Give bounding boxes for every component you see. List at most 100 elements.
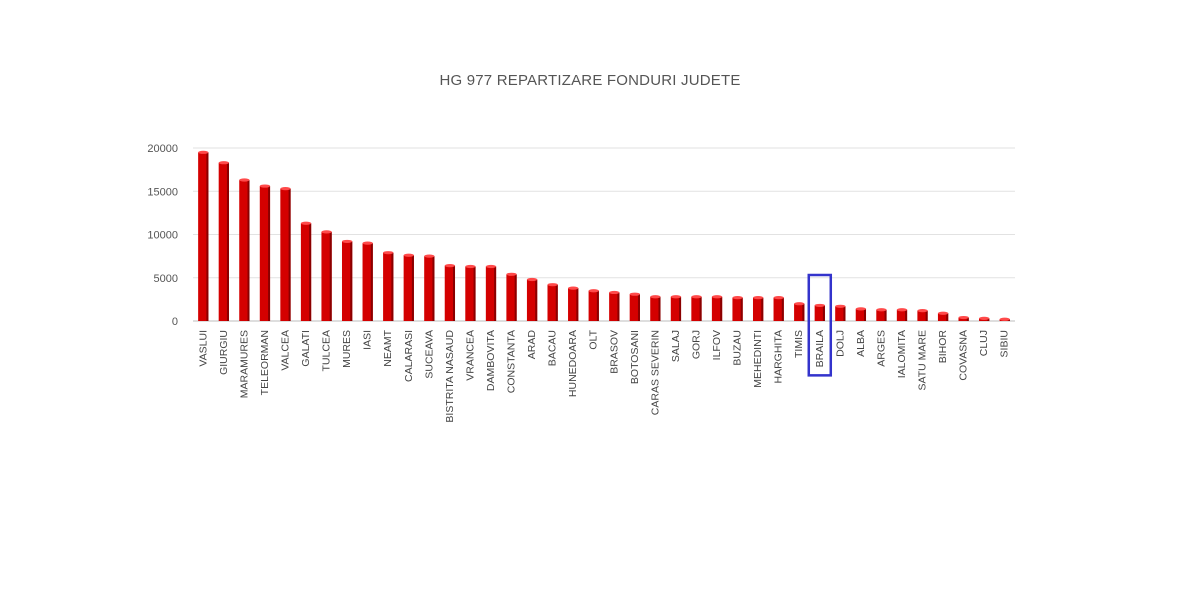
- bar-top: [259, 184, 271, 188]
- bar-shade: [432, 256, 435, 321]
- x-tick-label: SATU MARE: [917, 330, 929, 390]
- bar-top: [424, 254, 435, 258]
- bar-shade: [864, 308, 867, 321]
- x-tick-label: SALAJ: [670, 330, 682, 362]
- bar: [485, 266, 497, 321]
- y-tick-label: 15000: [147, 186, 178, 198]
- bar-top: [444, 264, 456, 268]
- bar-top: [629, 292, 640, 296]
- bar-top: [773, 296, 784, 300]
- bar-shade: [987, 318, 990, 321]
- bar-shade: [761, 297, 764, 321]
- bar: [794, 303, 805, 321]
- x-tick-label: IALOMITA: [896, 330, 908, 378]
- bar-shade: [822, 305, 825, 321]
- bar-top: [588, 289, 599, 293]
- bar-shade: [206, 152, 209, 321]
- x-tick-label: SIBIU: [999, 330, 1011, 357]
- bar-top: [341, 239, 353, 244]
- bar-shade: [370, 243, 373, 321]
- bar: [876, 309, 887, 321]
- bar: [362, 243, 373, 321]
- x-tick-label: DOLJ: [834, 330, 846, 357]
- bar: [526, 279, 538, 321]
- bar: [629, 294, 640, 321]
- x-tick-label: ALBA: [855, 330, 867, 357]
- x-tick-label: GALATI: [300, 330, 312, 367]
- bar-top: [506, 272, 517, 276]
- bar: [917, 310, 928, 321]
- bar-top: [403, 253, 414, 257]
- bar-shade: [391, 252, 394, 321]
- bar: [239, 180, 250, 321]
- bar-shade: [802, 303, 805, 321]
- y-tick-label: 5000: [154, 273, 178, 285]
- bar: [321, 231, 332, 321]
- bar: [259, 186, 271, 321]
- bar-top: [321, 230, 332, 234]
- bar: [547, 284, 558, 321]
- x-tick-label: BRASOV: [608, 330, 620, 374]
- bar-top: [814, 303, 825, 308]
- bar: [958, 317, 969, 321]
- bar-top: [958, 315, 969, 320]
- x-tick-label: MARAMURES: [238, 330, 250, 398]
- x-tick-label: BACAU: [547, 330, 559, 366]
- highlight-layer: [807, 273, 833, 377]
- bar-top: [465, 264, 476, 269]
- bar-top: [362, 241, 373, 245]
- bar-top: [794, 302, 805, 306]
- x-tick-label: GORJ: [690, 330, 702, 359]
- bar: [383, 252, 394, 321]
- bar: [403, 255, 414, 321]
- bar-top: [999, 317, 1010, 321]
- bar: [650, 296, 661, 321]
- bar-top: [876, 308, 887, 312]
- x-tick-label: SUCEAVA: [423, 330, 435, 379]
- bar-shade: [555, 284, 558, 321]
- bar-shade: [637, 294, 640, 321]
- x-tick-label: HARGHITA: [773, 330, 785, 383]
- bar-shade: [226, 162, 229, 321]
- y-tick-label: 0: [172, 316, 178, 328]
- bar: [506, 274, 517, 321]
- bar-top: [239, 178, 250, 182]
- bar: [218, 162, 229, 321]
- bar: [670, 296, 682, 321]
- bar-shade: [658, 296, 661, 321]
- bar-top: [547, 283, 558, 287]
- bar-top: [650, 295, 661, 299]
- x-tick-label: MURES: [341, 330, 353, 368]
- x-tick-label: BOTOSANI: [629, 330, 641, 384]
- x-tick-label: ARAD: [526, 330, 538, 360]
- bar-top: [711, 295, 723, 299]
- x-tick-label: BISTRITA NASAUD: [444, 330, 456, 423]
- x-tick-label: TULCEA: [321, 330, 333, 371]
- bar-top: [670, 295, 682, 299]
- x-tick-label: BRAILA: [814, 330, 826, 367]
- bar-shade: [596, 290, 599, 321]
- bar-top: [568, 286, 579, 290]
- x-tick-label: VASLUI: [197, 330, 209, 367]
- bar: [835, 306, 846, 321]
- bar: [691, 296, 702, 321]
- bar-top: [280, 187, 291, 191]
- bar-top: [855, 307, 867, 311]
- bar: [341, 241, 353, 321]
- bar-shade: [247, 180, 250, 321]
- bar-top: [198, 150, 209, 154]
- bar-shade: [843, 306, 846, 321]
- x-tick-label: MEHEDINTI: [752, 330, 764, 388]
- bar-top: [732, 296, 743, 300]
- bar-shade: [966, 317, 969, 321]
- bar-shade: [576, 288, 579, 321]
- x-tick-label: CONSTANTA: [506, 330, 518, 393]
- x-tick-label: ARGES: [875, 330, 887, 367]
- bar-shade: [411, 255, 414, 321]
- x-tick-label: IASI: [362, 330, 374, 350]
- x-tick-label: BIHOR: [937, 330, 949, 364]
- x-tick-label: DAMBOVITA: [485, 330, 497, 391]
- x-tick-label: CARAS SEVERIN: [649, 330, 661, 415]
- x-tick-label: CLUJ: [978, 330, 990, 356]
- bar-shade: [781, 297, 784, 321]
